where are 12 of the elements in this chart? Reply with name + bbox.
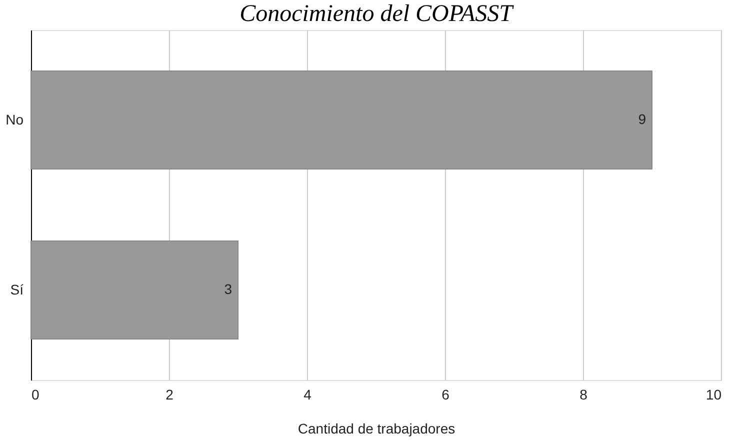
x-tick-label: 0 [32, 386, 40, 402]
chart-title: Conocimiento del COPASST [240, 1, 514, 27]
x-tick-label: 10 [706, 386, 722, 402]
x-tick-label: 8 [580, 386, 588, 402]
x-tick-label: 6 [442, 386, 450, 402]
data-label: 9 [638, 111, 646, 127]
x-axis-title: Cantidad de trabajadores [298, 420, 456, 436]
data-label: 3 [224, 281, 232, 297]
x-tick-label: 2 [166, 386, 174, 402]
y-tick-label: No [6, 112, 24, 128]
x-tick-label: 4 [304, 386, 312, 402]
y-tick-label: Sí [10, 282, 24, 298]
